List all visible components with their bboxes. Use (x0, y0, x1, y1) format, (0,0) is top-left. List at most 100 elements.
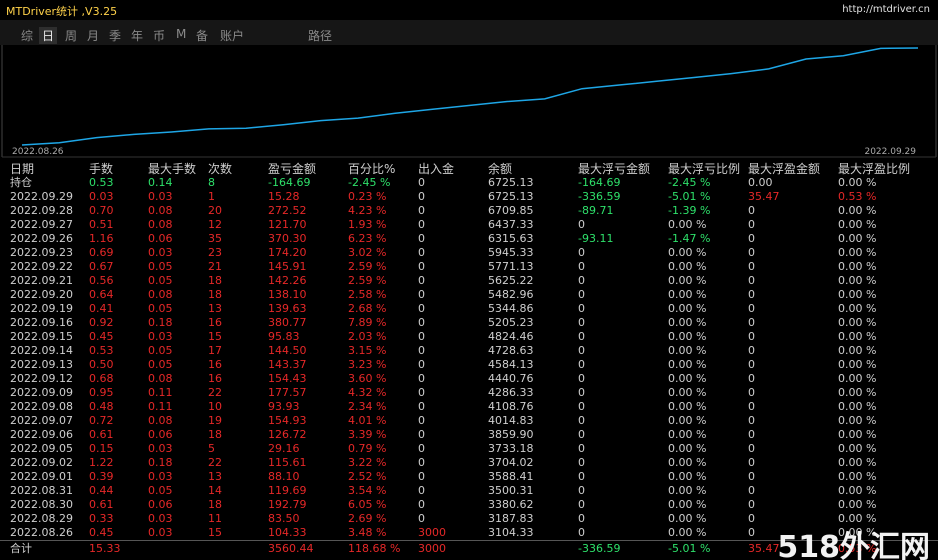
table-cell: 0.08 (148, 204, 173, 217)
table-cell: 3.39 % (348, 428, 387, 441)
table-cell: 0.92 (89, 316, 114, 329)
table-cell: 4014.83 (488, 414, 534, 427)
url[interactable]: http://mtdriver.cn (842, 4, 930, 15)
table-cell: 0.03 (148, 330, 173, 343)
table-cell: 3588.41 (488, 470, 534, 483)
table-cell: 0.05 (148, 358, 173, 371)
table-cell: 0.44 (89, 484, 114, 497)
table-cell: 0.79 % (348, 442, 387, 455)
table-cell: 0.15 (89, 442, 114, 455)
table-cell: 0.03 (89, 190, 114, 203)
table-cell: 0 (748, 400, 755, 413)
table-cell: 0.00 % (838, 456, 877, 469)
tab[interactable]: 周 (65, 29, 78, 43)
table-cell: 0 (418, 484, 425, 497)
x-end-label: 2022.09.29 (864, 147, 916, 157)
column-header: 盈亏金额 (268, 162, 317, 176)
table-cell: 3500.31 (488, 484, 534, 497)
table-cell: 0.00 % (838, 260, 877, 273)
table-cell: 0 (418, 302, 425, 315)
table-cell: 5625.22 (488, 274, 534, 287)
table-cell: 16 (208, 358, 222, 371)
table-cell: 154.93 (268, 414, 307, 427)
table-cell: 0.18 (148, 456, 173, 469)
table-cell: 0.00 % (668, 414, 707, 427)
column-header: 次数 (208, 162, 233, 176)
table-cell: 0.00 % (838, 414, 877, 427)
table-cell: 2022.09.15 (10, 330, 73, 343)
table-cell: 0 (418, 190, 425, 203)
table-cell: 4440.76 (488, 372, 534, 385)
table-cell: 21 (208, 260, 222, 273)
table-cell: 0 (748, 470, 755, 483)
tab[interactable]: 月 (87, 29, 100, 43)
tab[interactable]: 路径 (308, 29, 333, 43)
tab[interactable]: 账户 (220, 29, 245, 43)
table-cell: 0.03 (148, 470, 173, 483)
table-cell: 0.00 % (838, 470, 877, 483)
table-cell: 16 (208, 316, 222, 329)
table-cell: 0 (418, 512, 425, 525)
table-cell: 0.00 % (668, 428, 707, 441)
tab[interactable]: 日 (39, 27, 58, 44)
table-cell: 0.00 % (838, 386, 877, 399)
table-cell: 18 (208, 498, 222, 511)
table-cell: -5.01 % (668, 190, 711, 203)
total-cell: 3560.44 (268, 542, 314, 555)
table-cell: 0 (748, 316, 755, 329)
table-cell: 0.00 % (838, 288, 877, 301)
table-cell: 2022.08.29 (10, 512, 73, 525)
table-cell: 0.11 (148, 386, 173, 399)
table-cell: 0.11 (148, 400, 173, 413)
table-cell: 17 (208, 344, 222, 357)
table-cell: 2022.09.29 (10, 190, 73, 203)
tab[interactable]: 季 (109, 29, 122, 43)
open-cell: 0 (418, 176, 425, 189)
table-cell: 13 (208, 470, 222, 483)
table-cell: 0 (418, 330, 425, 343)
table-cell: 0 (418, 358, 425, 371)
table-cell: 0.00 % (668, 470, 707, 483)
table-cell: 1.22 (89, 456, 114, 469)
table-cell: 2022.09.23 (10, 246, 73, 259)
table-cell: 22 (208, 386, 222, 399)
tab[interactable]: 币 (153, 29, 166, 43)
table-cell: 0 (418, 400, 425, 413)
column-header: 日期 (10, 162, 35, 176)
table-cell: 93.93 (268, 400, 300, 413)
table-cell: 3859.90 (488, 428, 534, 441)
table-cell: 4584.13 (488, 358, 534, 371)
tab[interactable]: 综 (21, 29, 34, 43)
column-header: 出入金 (418, 162, 455, 176)
table-cell: 0.00 % (668, 456, 707, 469)
table-cell: 0.00 % (668, 386, 707, 399)
table-cell: 1.16 (89, 232, 114, 245)
table-cell: 0 (578, 302, 585, 315)
tab[interactable]: 备 (196, 29, 209, 43)
table-cell: 0.00 % (838, 428, 877, 441)
open-cell: 0.00 (748, 176, 773, 189)
table-cell: 20 (208, 204, 222, 217)
table-cell: 3.60 % (348, 372, 387, 385)
table-cell: 126.72 (268, 428, 307, 441)
table-cell: 0 (748, 260, 755, 273)
table-cell: 22 (208, 456, 222, 469)
open-cell: -164.69 (268, 176, 311, 189)
table-cell: 0.00 % (838, 316, 877, 329)
open-cell: 0.14 (148, 176, 173, 189)
table-cell: 0.08 (148, 372, 173, 385)
table-cell: 0.00 % (838, 274, 877, 287)
table-cell: 0.00 % (838, 526, 877, 539)
table-cell: 95.83 (268, 330, 300, 343)
table-cell: 0.00 % (668, 526, 707, 539)
table-cell: 0.39 (89, 470, 114, 483)
table-cell: 2022.09.09 (10, 386, 73, 399)
total-cell: 35.47 (748, 542, 780, 555)
stats-table: 日期 手数 最大手数 次数 盈亏金额 百分比% 出入金 余额 最大浮亏金额 最大浮亏比例 最大浮盈金… (0, 162, 938, 560)
table-cell: 0.72 (89, 414, 114, 427)
open-cell: 持仓 (10, 176, 32, 189)
tab[interactable]: M (176, 27, 187, 41)
tab[interactable]: 年 (131, 29, 144, 43)
table-cell: 2022.09.21 (10, 274, 73, 287)
table-cell: 11 (208, 512, 222, 525)
